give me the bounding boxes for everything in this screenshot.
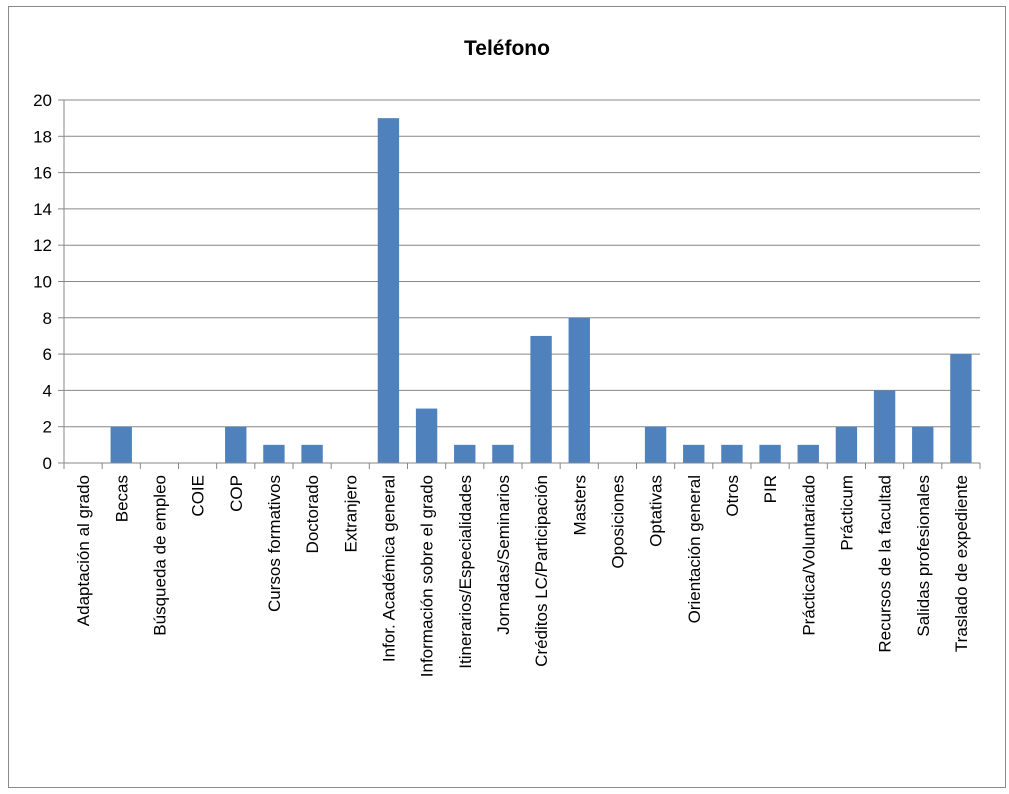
bar (415, 408, 438, 463)
x-category-label: Jornadas/Seminarios (494, 475, 513, 635)
bars (110, 118, 972, 464)
chart-title: Teléfono (464, 37, 550, 60)
x-category-labels: Adaptación al grado Becas Búsqueda de empl… (74, 475, 971, 677)
x-category-label: Orientación general (685, 475, 704, 623)
y-tick-label: 4 (43, 381, 52, 400)
x-category-label: Adaptación al grado (74, 475, 93, 626)
gridlines (64, 99, 980, 428)
x-category-label: PIR (761, 475, 780, 503)
bar (301, 444, 323, 463)
y-tick-label: 20 (33, 91, 52, 110)
x-category-label: Práctica/Voluntariado (799, 475, 818, 636)
axes (58, 99, 981, 469)
bar (530, 335, 552, 463)
x-category-label: Itinerarios/Especialidades (456, 475, 475, 669)
bar (759, 444, 781, 463)
x-category-label: Prácticum (837, 475, 856, 551)
x-category-label: Becas (112, 475, 131, 522)
y-tick-label: 18 (33, 127, 52, 146)
x-category-label: Cursos formativos (265, 475, 284, 612)
x-category-label: COIE (189, 475, 208, 517)
x-category-label: Otros (723, 475, 742, 517)
bar (797, 444, 819, 463)
y-tick-label: 16 (33, 164, 52, 183)
x-category-label: Búsqueda de empleo (150, 475, 169, 636)
bar (377, 118, 400, 464)
x-category-label: Recursos de la facultad (876, 475, 895, 653)
bar (492, 444, 514, 463)
bar (568, 317, 590, 463)
x-category-label: Masters (570, 475, 589, 535)
y-tick-label: 10 (33, 273, 52, 292)
bar (950, 354, 972, 463)
y-tick-label: 0 (43, 454, 52, 473)
bar (835, 426, 858, 463)
bar (873, 390, 896, 463)
bar (683, 444, 705, 463)
x-category-label: Optativas (647, 475, 666, 547)
bar (263, 444, 285, 463)
bar (912, 426, 934, 463)
x-category-label: Salidas profesionales (914, 475, 933, 637)
y-tick-label: 8 (43, 309, 52, 328)
x-category-label: Información sobre el grado (418, 475, 437, 677)
x-category-label: Traslado de expediente (952, 475, 971, 652)
bar (454, 444, 476, 463)
x-category-label: Extranjero (341, 475, 360, 552)
y-tick-label: 2 (43, 418, 52, 437)
bar (225, 426, 247, 463)
bar (721, 444, 743, 463)
bar (110, 426, 132, 463)
x-category-label: Oposiciones (608, 475, 627, 569)
x-category-label: Créditos LC/Participación (532, 475, 551, 667)
x-category-label: Doctorado (303, 475, 322, 553)
x-category-label: COP (227, 475, 246, 512)
y-tick-labels: 0 2 4 6 8 10 12 14 16 18 20 (33, 91, 52, 473)
bar (644, 426, 667, 463)
y-tick-label: 12 (33, 236, 52, 255)
y-tick-label: 14 (33, 200, 52, 219)
x-category-label: Infor. Académica general (379, 475, 398, 662)
y-tick-label: 6 (43, 345, 52, 364)
